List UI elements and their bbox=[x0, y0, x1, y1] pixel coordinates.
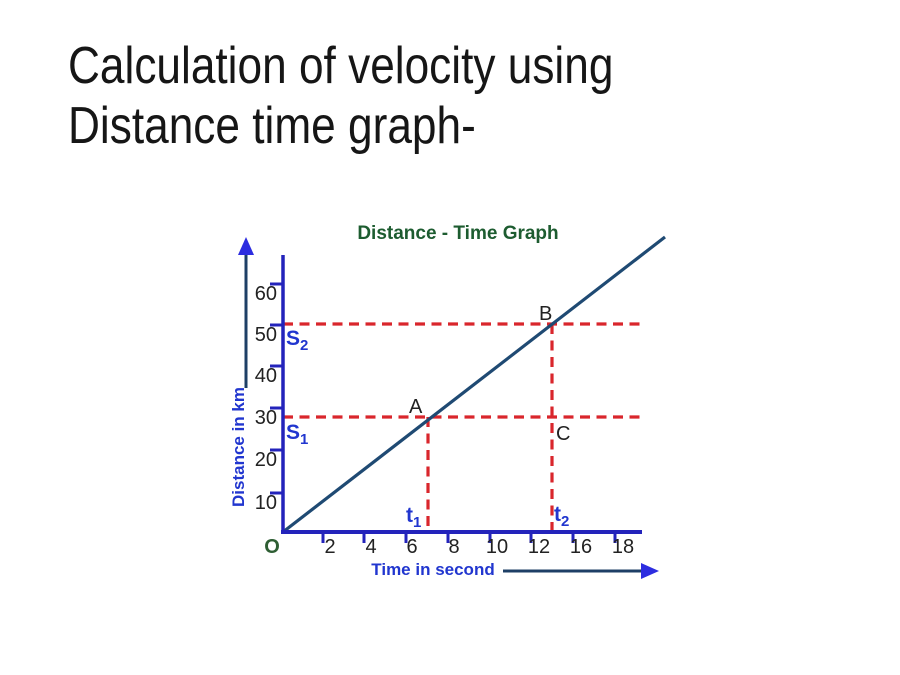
s1-subscript: 1 bbox=[300, 431, 309, 449]
slide-title-line1: Calculation of velocity using bbox=[68, 37, 614, 95]
y-tick-label-60: 60 bbox=[254, 283, 277, 305]
s2-label: S2 bbox=[286, 327, 308, 358]
distance-time-line bbox=[282, 235, 666, 534]
y-tick-label-30: 30 bbox=[254, 407, 277, 429]
t1-base: t bbox=[406, 504, 413, 527]
y-tick-label-50: 50 bbox=[254, 324, 277, 346]
s2-base: S bbox=[286, 327, 301, 350]
chart-title: Distance - Time Graph bbox=[357, 223, 559, 244]
point-label-c: C bbox=[556, 423, 571, 445]
t1-label: t1 bbox=[406, 504, 421, 535]
x-tick-label-4: 4 bbox=[365, 536, 377, 558]
t2-label: t2 bbox=[554, 503, 569, 534]
distance-time-chart: Distance - Time Graph Distance in km Tim… bbox=[225, 213, 685, 593]
point-label-a: A bbox=[409, 396, 423, 418]
t2-subscript: 2 bbox=[561, 513, 570, 531]
point-label-b: B bbox=[539, 303, 553, 325]
slide-title-line2: Distance time graph- bbox=[68, 97, 476, 155]
t1-subscript: 1 bbox=[413, 514, 422, 532]
x-tick-label-12: 12 bbox=[527, 536, 551, 558]
x-tick-label-2: 2 bbox=[324, 536, 336, 558]
x-tick-label-10: 10 bbox=[485, 536, 509, 558]
slide-title: Calculation of velocity using Distance t… bbox=[68, 36, 613, 156]
x-tick-label-6: 6 bbox=[406, 536, 418, 558]
s2-subscript: 2 bbox=[300, 337, 309, 355]
y-tick-label-10: 10 bbox=[254, 492, 277, 514]
x-tick-label-18: 18 bbox=[611, 536, 635, 558]
up-arrow-icon bbox=[238, 237, 254, 255]
right-arrow-icon bbox=[641, 563, 659, 579]
y-tick-label-40: 40 bbox=[254, 365, 277, 387]
t2-base: t bbox=[554, 503, 561, 526]
s1-label: S1 bbox=[286, 421, 308, 452]
y-tick-label-20: 20 bbox=[254, 449, 277, 471]
x-tick-label-8: 8 bbox=[448, 536, 460, 558]
origin-label: O bbox=[264, 536, 280, 558]
x-axis-label: Time in second bbox=[371, 560, 495, 579]
s1-base: S bbox=[286, 421, 301, 444]
chart-canvas bbox=[238, 235, 666, 579]
x-tick-label-16: 16 bbox=[569, 536, 593, 558]
